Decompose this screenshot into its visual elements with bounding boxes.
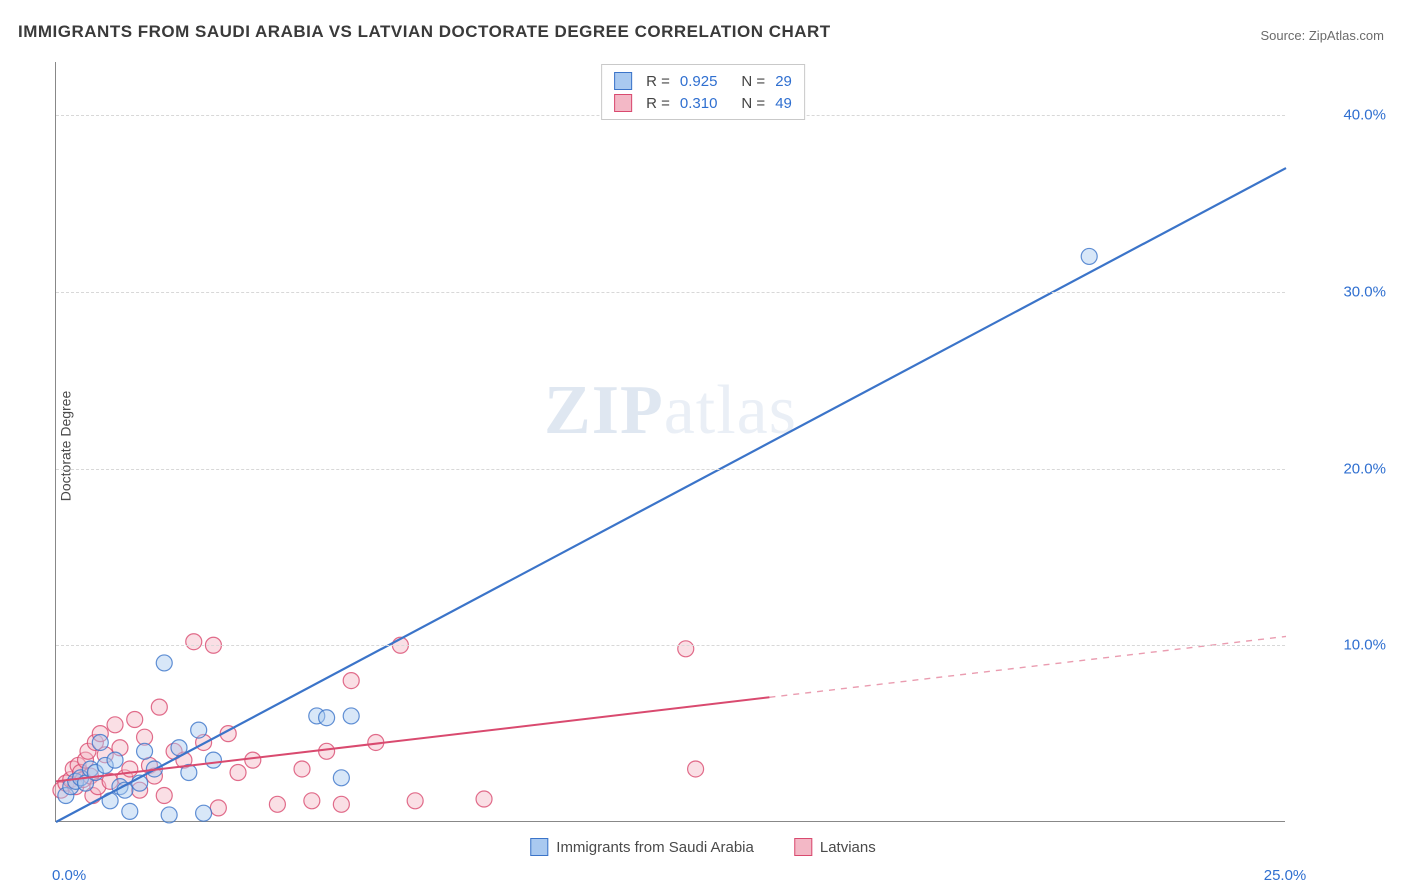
scatter-point bbox=[688, 761, 704, 777]
chart-title: IMMIGRANTS FROM SAUDI ARABIA VS LATVIAN … bbox=[18, 22, 831, 42]
scatter-point bbox=[127, 711, 143, 727]
scatter-point bbox=[269, 796, 285, 812]
scatter-point bbox=[156, 655, 172, 671]
scatter-point bbox=[205, 752, 221, 768]
plot-svg bbox=[56, 62, 1285, 821]
source-attribution: Source: ZipAtlas.com bbox=[1260, 28, 1384, 43]
scatter-point bbox=[319, 743, 335, 759]
scatter-point bbox=[191, 722, 207, 738]
scatter-point bbox=[151, 699, 167, 715]
scatter-point bbox=[1081, 248, 1097, 264]
scatter-point bbox=[137, 743, 153, 759]
legend-n-value: 29 bbox=[775, 73, 792, 90]
legend-correlation-box: R = 0.925 N = 29 R = 0.310 N = 49 bbox=[601, 64, 805, 120]
scatter-point bbox=[333, 796, 349, 812]
scatter-point bbox=[156, 787, 172, 803]
legend-series-item: Latvians bbox=[794, 838, 876, 856]
y-tick-label: 20.0% bbox=[1343, 460, 1386, 477]
scatter-point bbox=[122, 761, 138, 777]
scatter-point bbox=[476, 791, 492, 807]
legend-n-label: N = bbox=[741, 95, 765, 112]
scatter-point bbox=[343, 708, 359, 724]
gridline bbox=[56, 469, 1285, 470]
scatter-point bbox=[678, 641, 694, 657]
source-label: Source: bbox=[1260, 28, 1308, 43]
scatter-point bbox=[294, 761, 310, 777]
legend-series-item: Immigrants from Saudi Arabia bbox=[530, 838, 754, 856]
legend-swatch bbox=[794, 838, 812, 856]
plot-area: ZIPatlas bbox=[55, 62, 1285, 822]
scatter-point bbox=[333, 770, 349, 786]
scatter-point bbox=[304, 793, 320, 809]
legend-r-label: R = bbox=[646, 73, 670, 90]
legend-r-value: 0.310 bbox=[680, 95, 718, 112]
scatter-point bbox=[407, 793, 423, 809]
legend-correlation-row: R = 0.925 N = 29 bbox=[614, 70, 792, 92]
scatter-point bbox=[107, 717, 123, 733]
legend-swatch bbox=[614, 94, 632, 112]
scatter-point bbox=[343, 673, 359, 689]
legend-series-label: Immigrants from Saudi Arabia bbox=[556, 839, 754, 856]
gridline bbox=[56, 645, 1285, 646]
scatter-point bbox=[210, 800, 226, 816]
legend-swatch bbox=[614, 72, 632, 90]
scatter-point bbox=[186, 634, 202, 650]
scatter-point bbox=[107, 752, 123, 768]
y-tick-label: 10.0% bbox=[1343, 637, 1386, 654]
scatter-point bbox=[230, 765, 246, 781]
y-tick-label: 30.0% bbox=[1343, 283, 1386, 300]
legend-n-value: 49 bbox=[775, 95, 792, 112]
scatter-point bbox=[319, 710, 335, 726]
scatter-point bbox=[92, 734, 108, 750]
scatter-point bbox=[245, 752, 261, 768]
gridline bbox=[56, 292, 1285, 293]
regression-line bbox=[56, 168, 1286, 822]
legend-series-label: Latvians bbox=[820, 839, 876, 856]
legend-correlation-row: R = 0.310 N = 49 bbox=[614, 92, 792, 114]
legend-r-value: 0.925 bbox=[680, 73, 718, 90]
legend-series: Immigrants from Saudi Arabia Latvians bbox=[530, 838, 875, 856]
scatter-point bbox=[122, 803, 138, 819]
legend-n-label: N = bbox=[741, 73, 765, 90]
y-tick-label: 40.0% bbox=[1343, 107, 1386, 124]
scatter-point bbox=[161, 807, 177, 823]
legend-r-label: R = bbox=[646, 95, 670, 112]
source-value: ZipAtlas.com bbox=[1309, 28, 1384, 43]
scatter-point bbox=[196, 805, 212, 821]
legend-swatch bbox=[530, 838, 548, 856]
x-tick-0: 0.0% bbox=[52, 867, 86, 884]
x-tick-label: 25.0% bbox=[1264, 867, 1307, 884]
